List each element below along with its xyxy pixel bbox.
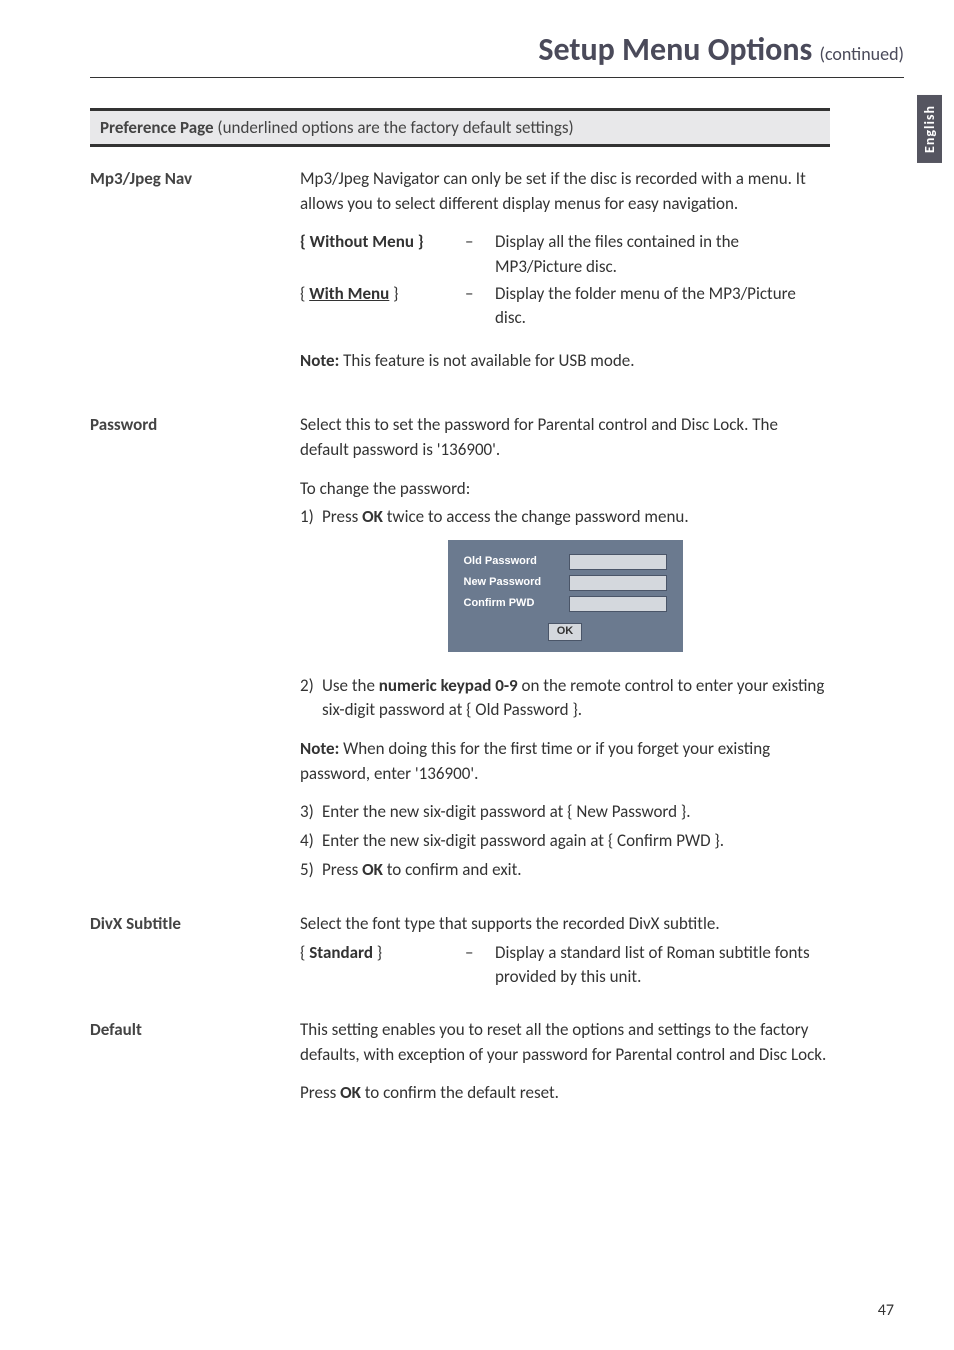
- divx-opt-desc: Display a standard list of Roman subtitl…: [495, 941, 830, 990]
- label-divx: DivX Subtitle: [90, 912, 300, 992]
- title-suffix: (continued): [819, 43, 904, 65]
- password-step5: 5) Press OK to confirm and exit.: [300, 858, 830, 883]
- content-password: Select this to set the password for Pare…: [300, 413, 830, 886]
- content-mp3jpeg: Mp3/Jpeg Navigator can only be set if th…: [300, 167, 830, 387]
- content-default: This setting enables you to reset all th…: [300, 1018, 830, 1120]
- opt1-desc: Display all the files contained in the M…: [495, 230, 830, 279]
- divx-opt-dash: –: [465, 941, 495, 990]
- label-mp3jpeg: Mp3/Jpeg Nav: [90, 167, 300, 387]
- row-divx: DivX Subtitle Select the font type that …: [90, 912, 830, 992]
- option-standard: { Standard } – Display a standard list o…: [300, 941, 830, 990]
- password-step4: 4) Enter the new six-digit password agai…: [300, 829, 830, 854]
- row-password: Password Select this to set the password…: [90, 413, 830, 886]
- pw-ok-button: OK: [548, 623, 583, 641]
- pw-old-label: Old Password: [464, 554, 569, 570]
- opt2-name: { With Menu }: [300, 282, 465, 331]
- mp3-note: Note: This feature is not available for …: [300, 349, 830, 374]
- label-password: Password: [90, 413, 300, 886]
- pw-new-row: New Password: [464, 575, 667, 591]
- password-step2: 2) Use the numeric keypad 0-9 on the rem…: [300, 674, 830, 723]
- password-intro: Select this to set the password for Pare…: [300, 413, 830, 462]
- pw-confirm-input: [569, 596, 667, 612]
- content-divx: Select the font type that supports the r…: [300, 912, 830, 992]
- pw-confirm-label: Confirm PWD: [464, 596, 569, 612]
- password-note2: Note: When doing this for the first time…: [300, 737, 830, 786]
- row-default: Default This setting enables you to rese…: [90, 1018, 830, 1120]
- option-without-menu: { Without Menu } – Display all the files…: [300, 230, 830, 279]
- title-main: Setup Menu Options: [538, 30, 812, 69]
- pw-new-label: New Password: [464, 575, 569, 591]
- password-dialog: Old Password New Password Confirm PWD OK: [448, 540, 683, 652]
- section-header: Preference Page (underlined options are …: [90, 108, 830, 147]
- opt1-name: { Without Menu }: [300, 230, 465, 279]
- row-mp3jpeg: Mp3/Jpeg Nav Mp3/Jpeg Navigator can only…: [90, 167, 830, 387]
- section-title-bold: Preference Page: [100, 117, 214, 138]
- opt2-desc: Display the folder menu of the MP3/Pictu…: [495, 282, 830, 331]
- pw-confirm-row: Confirm PWD: [464, 596, 667, 612]
- default-intro: This setting enables you to reset all th…: [300, 1018, 830, 1067]
- pw-ok-wrap: OK: [464, 617, 667, 642]
- pw-old-input: [569, 554, 667, 570]
- section-title-rest: (underlined options are the factory defa…: [214, 117, 574, 138]
- password-change-intro: To change the password:: [300, 477, 830, 502]
- manual-page: English Setup Menu Options (continued) P…: [0, 0, 954, 1350]
- opt1-dash: –: [465, 230, 495, 279]
- mp3-intro: Mp3/Jpeg Navigator can only be set if th…: [300, 167, 830, 216]
- default-press: Press OK to confirm the default reset.: [300, 1081, 830, 1106]
- password-step3: 3) Enter the new six-digit password at {…: [300, 800, 830, 825]
- pw-new-input: [569, 575, 667, 591]
- page-number: 47: [878, 1301, 894, 1320]
- opt2-dash: –: [465, 282, 495, 331]
- option-with-menu: { With Menu } – Display the folder menu …: [300, 282, 830, 331]
- pw-old-row: Old Password: [464, 554, 667, 570]
- language-tab: English: [917, 95, 942, 163]
- divx-intro: Select the font type that supports the r…: [300, 912, 830, 937]
- divx-opt-name: { Standard }: [300, 941, 465, 990]
- password-step1: 1) Press OK twice to access the change p…: [300, 505, 830, 530]
- page-title: Setup Menu Options (continued): [90, 30, 904, 78]
- label-default: Default: [90, 1018, 300, 1120]
